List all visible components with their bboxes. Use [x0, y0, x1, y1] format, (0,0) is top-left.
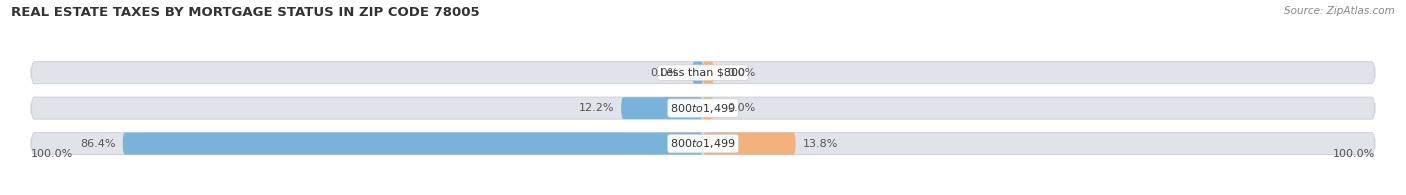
Text: 100.0%: 100.0%	[31, 149, 73, 159]
FancyBboxPatch shape	[31, 133, 1375, 155]
Text: REAL ESTATE TAXES BY MORTGAGE STATUS IN ZIP CODE 78005: REAL ESTATE TAXES BY MORTGAGE STATUS IN …	[11, 6, 479, 19]
Text: 0.0%: 0.0%	[651, 68, 679, 78]
FancyBboxPatch shape	[703, 97, 713, 119]
FancyBboxPatch shape	[621, 97, 703, 119]
Text: $800 to $1,499: $800 to $1,499	[671, 102, 735, 115]
Text: 86.4%: 86.4%	[80, 139, 115, 149]
FancyBboxPatch shape	[31, 97, 1375, 119]
FancyBboxPatch shape	[693, 62, 703, 84]
Text: $800 to $1,499: $800 to $1,499	[671, 137, 735, 150]
Text: Less than $800: Less than $800	[661, 68, 745, 78]
FancyBboxPatch shape	[703, 62, 713, 84]
Text: Source: ZipAtlas.com: Source: ZipAtlas.com	[1284, 6, 1395, 16]
Text: 13.8%: 13.8%	[803, 139, 838, 149]
Text: 12.2%: 12.2%	[579, 103, 614, 113]
Text: 100.0%: 100.0%	[1333, 149, 1375, 159]
Text: 0.0%: 0.0%	[727, 68, 755, 78]
Text: 0.0%: 0.0%	[727, 103, 755, 113]
FancyBboxPatch shape	[31, 62, 1375, 84]
FancyBboxPatch shape	[122, 133, 703, 155]
FancyBboxPatch shape	[703, 133, 796, 155]
